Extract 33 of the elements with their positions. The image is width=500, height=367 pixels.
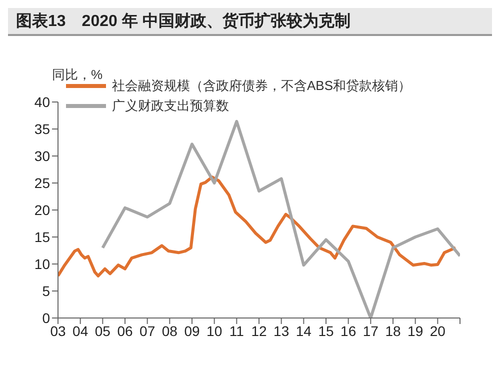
x-tick-label: 10 bbox=[206, 322, 222, 339]
x-tick-label: 17 bbox=[362, 322, 379, 339]
x-tick-label: 11 bbox=[229, 322, 244, 339]
x-tick-label: 09 bbox=[184, 322, 200, 339]
x-tick-label: 07 bbox=[140, 322, 156, 339]
x-tick-label: 19 bbox=[408, 322, 424, 339]
x-tick-label: 16 bbox=[340, 322, 356, 339]
x-tick-label: 12 bbox=[251, 322, 267, 339]
line-series bbox=[58, 176, 458, 278]
legend-label: 广义财政支出预算数 bbox=[112, 97, 229, 115]
y-tick-label: 0 bbox=[42, 310, 50, 326]
x-tick-label: 04 bbox=[72, 322, 88, 339]
x-tick-label: 14 bbox=[296, 322, 312, 339]
x-tick-label: 08 bbox=[162, 322, 178, 339]
x-tick-label: 18 bbox=[385, 322, 401, 339]
y-tick-label: 40 bbox=[34, 94, 50, 110]
y-tick-label: 20 bbox=[34, 202, 50, 218]
y-tick-label: 5 bbox=[42, 282, 50, 299]
chart-title: 图表13 2020 年 中国财政、货币扩张较为克制 bbox=[8, 8, 492, 36]
x-tick-label: 20 bbox=[430, 322, 446, 339]
x-tick-label: 13 bbox=[274, 322, 290, 339]
legend-label: 社会融资规模（含政府债券，不含ABS和贷款核销） bbox=[112, 77, 412, 95]
line-series bbox=[101, 120, 460, 318]
y-tick-label: 15 bbox=[34, 228, 50, 245]
y-tick-label: 10 bbox=[34, 256, 50, 272]
y-tick-label: 35 bbox=[34, 120, 50, 137]
y-axis-title: 同比，% bbox=[52, 66, 103, 84]
x-tick-label: 03 bbox=[50, 322, 66, 339]
y-tick-label: 25 bbox=[34, 174, 50, 191]
x-tick-label: 05 bbox=[94, 322, 111, 339]
x-tick-label: 06 bbox=[117, 322, 133, 339]
y-tick-label: 30 bbox=[34, 148, 50, 164]
x-tick-label: 15 bbox=[318, 322, 334, 339]
